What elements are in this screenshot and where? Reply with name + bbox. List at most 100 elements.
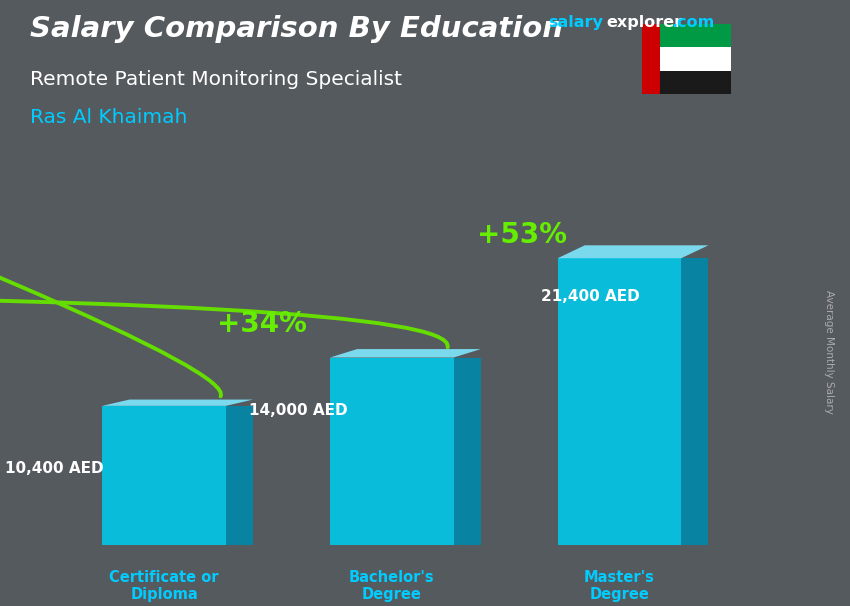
Bar — [34, 181, 782, 185]
Bar — [34, 335, 782, 339]
Bar — [34, 308, 782, 313]
Polygon shape — [226, 406, 253, 545]
Bar — [34, 399, 782, 402]
Bar — [34, 425, 782, 429]
Bar — [34, 185, 782, 188]
Bar — [34, 271, 782, 275]
Bar — [34, 418, 782, 421]
Bar — [34, 511, 782, 515]
Bar — [102, 406, 226, 545]
Bar — [34, 267, 782, 271]
Bar — [34, 455, 782, 459]
Bar — [34, 196, 782, 200]
Bar — [34, 188, 782, 192]
Bar — [34, 241, 782, 245]
Bar — [34, 459, 782, 463]
Bar — [34, 414, 782, 418]
Bar — [34, 298, 782, 301]
Bar — [34, 501, 782, 504]
Bar — [34, 279, 782, 282]
Polygon shape — [558, 245, 708, 258]
Bar — [34, 451, 782, 455]
Text: Certificate or
Diploma: Certificate or Diploma — [110, 570, 218, 602]
Polygon shape — [330, 349, 481, 358]
Text: Master's
Degree: Master's Degree — [584, 570, 654, 602]
Bar — [34, 527, 782, 530]
Bar — [34, 376, 782, 380]
Text: Bachelor's
Degree: Bachelor's Degree — [349, 570, 434, 602]
Bar — [34, 260, 782, 264]
Bar — [34, 410, 782, 414]
Bar — [34, 384, 782, 388]
Bar — [330, 358, 454, 545]
Bar — [34, 369, 782, 373]
Bar — [34, 515, 782, 519]
Bar — [34, 354, 782, 358]
Text: Remote Patient Monitoring Specialist: Remote Patient Monitoring Specialist — [30, 70, 402, 88]
Bar — [656, 71, 731, 94]
Bar — [34, 463, 782, 467]
Bar — [34, 361, 782, 365]
Bar — [34, 444, 782, 448]
Bar — [34, 215, 782, 219]
Bar — [34, 421, 782, 425]
Bar — [642, 24, 660, 94]
Bar — [34, 264, 782, 267]
Bar — [34, 324, 782, 327]
Bar — [34, 207, 782, 211]
Bar — [34, 429, 782, 433]
Text: 10,400 AED: 10,400 AED — [5, 461, 104, 476]
Text: +34%: +34% — [217, 310, 307, 338]
Bar — [34, 327, 782, 331]
Bar — [34, 219, 782, 222]
Bar — [34, 433, 782, 436]
Bar — [34, 282, 782, 286]
Bar — [34, 339, 782, 342]
Bar — [34, 542, 782, 545]
Bar — [34, 530, 782, 534]
Bar — [34, 320, 782, 324]
Bar — [34, 245, 782, 248]
Bar — [34, 489, 782, 493]
Bar — [34, 346, 782, 350]
Text: explorer: explorer — [606, 15, 683, 30]
Bar — [34, 448, 782, 451]
Bar — [34, 290, 782, 294]
Bar — [34, 436, 782, 440]
Bar — [34, 316, 782, 320]
Bar — [34, 373, 782, 376]
Bar — [34, 519, 782, 523]
Bar — [34, 252, 782, 256]
Text: salary: salary — [548, 15, 604, 30]
Bar — [34, 350, 782, 354]
Bar — [656, 24, 731, 47]
Bar — [34, 256, 782, 260]
Bar — [34, 440, 782, 444]
Bar — [34, 275, 782, 279]
Bar — [34, 402, 782, 407]
Bar — [34, 230, 782, 233]
Bar — [34, 482, 782, 485]
Bar — [34, 504, 782, 508]
Bar — [34, 467, 782, 470]
Bar — [34, 238, 782, 241]
Bar — [558, 258, 681, 545]
Bar — [34, 294, 782, 298]
Text: 21,400 AED: 21,400 AED — [541, 289, 640, 304]
Polygon shape — [681, 258, 708, 545]
Bar — [34, 496, 782, 501]
Bar — [34, 222, 782, 226]
Bar — [34, 365, 782, 369]
Bar — [34, 391, 782, 395]
Bar — [34, 407, 782, 410]
Bar — [34, 226, 782, 230]
Bar — [34, 177, 782, 181]
Bar — [34, 388, 782, 391]
Bar — [34, 342, 782, 346]
Polygon shape — [454, 358, 481, 545]
Bar — [34, 204, 782, 207]
Bar — [34, 313, 782, 316]
Bar — [34, 331, 782, 335]
Bar — [34, 380, 782, 384]
Bar — [34, 474, 782, 478]
